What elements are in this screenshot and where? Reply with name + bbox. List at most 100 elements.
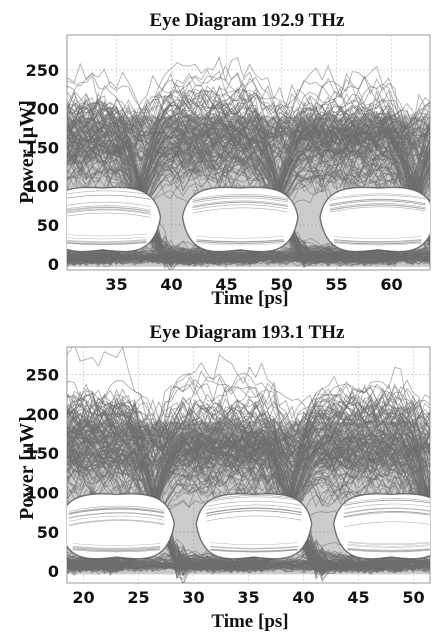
- eye-trace: [192, 195, 289, 202]
- x-tick-label: 25: [127, 588, 149, 607]
- eye-trace: [206, 496, 302, 503]
- eye-trace: [68, 507, 165, 514]
- eye-trace: [343, 508, 430, 515]
- x-axis-label: Time [ps]: [211, 288, 288, 309]
- y-tick-label: 200: [26, 100, 59, 119]
- eye-trace: [343, 507, 430, 514]
- eye-trace: [196, 236, 285, 239]
- y-axis-label: Power [μW]: [16, 100, 38, 204]
- eye-trace: [67, 201, 151, 207]
- plot-area: [66, 346, 431, 584]
- x-ticks: 35 40 45 50 55 60: [105, 275, 402, 294]
- x-tick-label: 20: [72, 588, 94, 607]
- eye-trace: [72, 545, 161, 549]
- eye-trace: [347, 541, 430, 544]
- eye-trace: [329, 194, 426, 201]
- eye-trace: [67, 239, 147, 242]
- eye-trace: [72, 543, 161, 546]
- eye-trace: [67, 109, 430, 262]
- eye-trace: [67, 240, 147, 244]
- eye-trace: [68, 512, 165, 519]
- eye-trace: [68, 505, 165, 512]
- eye-trace: [67, 378, 430, 479]
- eye-trace: [67, 123, 430, 261]
- eye-trace: [206, 515, 302, 522]
- x-tick-label: 35: [237, 588, 259, 607]
- eye-trace: [210, 546, 298, 550]
- eye-trace: [67, 107, 430, 267]
- eye-trace: [329, 204, 426, 211]
- eye-trace: [67, 396, 430, 583]
- eye-trace: [206, 504, 302, 511]
- eye-trace: [210, 549, 298, 553]
- x-tick-label: 60: [380, 275, 402, 294]
- eye-trace: [192, 195, 289, 202]
- eye-trace: [333, 239, 422, 242]
- eye-diagram-192-9: Eye Diagram 192.9 THz 0 50 100 150 200 250 35…: [16, 10, 431, 309]
- eye-trace: [67, 118, 430, 163]
- eye-trace: [67, 92, 430, 265]
- eye-trace: [67, 382, 430, 581]
- eye-trace: [68, 507, 165, 514]
- eye-trace: [67, 398, 430, 574]
- eye-diagram-193-1: Eye Diagram 193.1 THz 0 50 100 150 200 250 20…: [16, 322, 431, 632]
- eye-trace: [67, 407, 430, 470]
- eye-trace: [67, 194, 151, 200]
- eye-trace: [72, 547, 161, 551]
- eye-trace: [67, 498, 430, 570]
- eye-trace: [67, 135, 430, 265]
- y-ticks: 0 50 100 150 200 250: [26, 61, 59, 274]
- eye-trace: [347, 547, 430, 551]
- eye-trace: [196, 239, 285, 242]
- eye-trace: [196, 240, 285, 244]
- eye-trace: [347, 544, 430, 547]
- eye-trace: [67, 205, 151, 211]
- eye-trace: [68, 508, 165, 515]
- eye-trace: [67, 424, 430, 572]
- eye-trace: [67, 62, 430, 245]
- y-tick-label: 100: [26, 177, 59, 196]
- eye-trace: [72, 547, 161, 550]
- eye-trace: [72, 549, 161, 553]
- x-tick-label: 30: [182, 588, 204, 607]
- chart-title: Eye Diagram 192.9 THz: [150, 10, 345, 31]
- x-tick-label: 45: [347, 588, 369, 607]
- chart-title: Eye Diagram 193.1 THz: [150, 322, 345, 343]
- eye-trace: [67, 143, 430, 267]
- eye-trace: [67, 242, 147, 245]
- eye-trace: [210, 549, 298, 552]
- eye-trace: [192, 202, 289, 209]
- eye-trace: [206, 508, 302, 514]
- eye-trace: [196, 241, 285, 244]
- eye-trace: [72, 548, 161, 552]
- eye-trace: [333, 240, 422, 243]
- eye-trace: [329, 204, 426, 211]
- eye-trace: [347, 548, 430, 551]
- y-tick-label: 0: [48, 255, 59, 274]
- y-tick-label: 250: [26, 61, 59, 80]
- eye-trace: [206, 507, 302, 514]
- eye-trace: [333, 236, 422, 239]
- eye-trace: [210, 546, 298, 549]
- eye-trace: [68, 520, 165, 527]
- x-ticks: 20 25 30 35 40 45 50: [72, 588, 424, 607]
- eye-trace: [333, 239, 422, 243]
- eye-trace: [67, 104, 430, 234]
- eye-trace: [67, 135, 430, 245]
- eye-opening: [67, 493, 175, 560]
- eye-trace: [67, 209, 151, 215]
- eye-trace: [68, 515, 165, 522]
- eye-trace: [210, 542, 298, 545]
- eye-trace: [206, 500, 302, 507]
- eye-trace: [329, 200, 426, 207]
- eye-trace: [192, 207, 289, 214]
- x-tick-label: 40: [292, 588, 314, 607]
- eye-trace: [333, 241, 422, 245]
- eye-trace: [67, 190, 151, 196]
- y-tick-label: 150: [26, 138, 59, 157]
- eye-trace: [68, 519, 165, 526]
- eye-opening: [67, 186, 162, 253]
- y-tick-label: 50: [37, 216, 59, 235]
- eye-trace: [67, 433, 430, 568]
